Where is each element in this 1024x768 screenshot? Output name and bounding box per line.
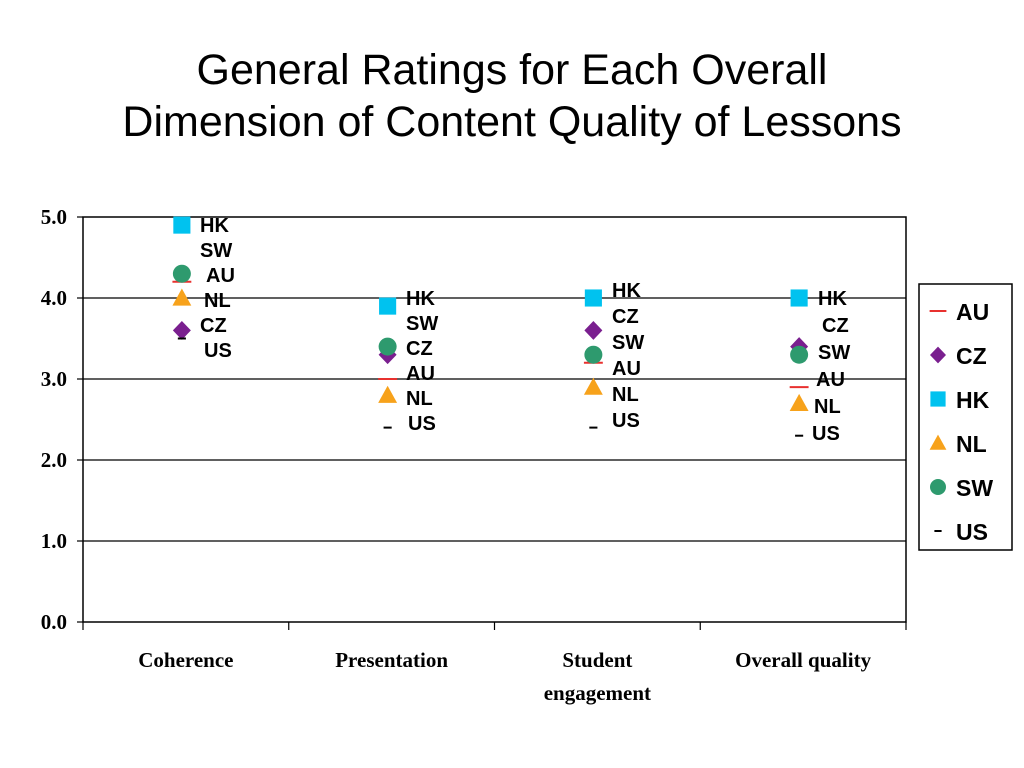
data-label: AU xyxy=(612,358,641,380)
x-category-label: Overall quality xyxy=(735,648,871,672)
data-label: AU xyxy=(816,369,845,391)
data-label: NL xyxy=(814,396,841,418)
chart-title: General Ratings for Each Overall Dimensi… xyxy=(0,44,1024,148)
legend-entry-label: HK xyxy=(956,387,990,413)
data-label: CZ xyxy=(406,338,433,360)
data-point xyxy=(790,289,808,307)
legend-entry-label: CZ xyxy=(956,343,987,369)
chart-title-line-2: Dimension of Content Quality of Lessons xyxy=(122,98,902,146)
data-label: AU xyxy=(206,265,235,287)
data-label: CZ xyxy=(200,315,227,337)
x-category-label: Coherence xyxy=(138,648,233,672)
data-label: NL xyxy=(204,290,231,312)
data-label: SW xyxy=(406,313,438,335)
data-point xyxy=(584,345,603,364)
x-category-label: Presentation xyxy=(335,648,448,672)
x-category-label: Student xyxy=(562,648,632,672)
legend-entry-label: SW xyxy=(956,475,993,501)
data-point xyxy=(172,320,191,340)
legend-entry-label: NL xyxy=(956,431,987,457)
data-label: SW xyxy=(818,342,850,364)
data-point xyxy=(378,337,397,356)
data-point xyxy=(930,346,946,364)
y-tick-label: 0.0 xyxy=(41,610,67,634)
data-point xyxy=(379,297,397,315)
data-point xyxy=(930,391,946,407)
legend-entry-label: AU xyxy=(956,299,989,325)
data-point xyxy=(173,216,191,234)
chart-title-line-1: General Ratings for Each Overall xyxy=(196,46,828,94)
data-point xyxy=(583,377,603,395)
data-point xyxy=(929,434,947,450)
data-label: SW xyxy=(612,332,644,354)
data-label: US xyxy=(408,413,436,435)
data-label: US xyxy=(204,340,232,362)
y-tick-label: 2.0 xyxy=(41,448,67,472)
data-label: NL xyxy=(612,384,639,406)
data-label: CZ xyxy=(612,306,639,328)
data-label: NL xyxy=(406,388,433,410)
data-point xyxy=(790,345,809,364)
data-label: HK xyxy=(406,288,435,310)
data-label: SW xyxy=(200,240,232,262)
data-label: HK xyxy=(818,288,847,310)
y-tick-label: 1.0 xyxy=(41,529,67,553)
data-label: US xyxy=(612,410,640,432)
y-tick-label: 5.0 xyxy=(41,205,67,229)
data-point xyxy=(584,289,602,307)
data-point xyxy=(930,479,946,495)
data-label: HK xyxy=(200,215,229,237)
data-point xyxy=(172,288,192,306)
data-label: HK xyxy=(612,280,641,302)
data-label: CZ xyxy=(822,315,849,337)
y-tick-label: 3.0 xyxy=(41,367,67,391)
legend-entry-label: US xyxy=(956,519,988,545)
data-point xyxy=(584,320,603,340)
legend xyxy=(918,283,1013,551)
x-category-label: engagement xyxy=(544,681,651,705)
data-label: AU xyxy=(406,363,435,385)
data-label: US xyxy=(812,423,840,445)
data-point xyxy=(789,393,809,411)
data-point xyxy=(172,264,191,283)
y-tick-label: 4.0 xyxy=(41,286,67,310)
data-point xyxy=(378,385,398,403)
